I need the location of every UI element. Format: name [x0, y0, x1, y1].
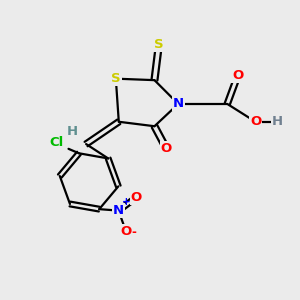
Text: H: H	[272, 115, 284, 128]
Text: S: S	[154, 38, 164, 51]
Text: -: -	[132, 226, 137, 239]
Text: S: S	[111, 72, 121, 85]
Text: O: O	[131, 191, 142, 204]
Text: H: H	[67, 125, 78, 138]
Text: +: +	[122, 197, 130, 207]
Text: O: O	[161, 142, 172, 155]
Text: Cl: Cl	[50, 136, 64, 149]
Text: N: N	[113, 204, 124, 217]
Text: N: N	[173, 98, 184, 110]
Text: O: O	[232, 69, 243, 82]
Text: O: O	[250, 115, 261, 128]
Text: O: O	[120, 225, 132, 238]
